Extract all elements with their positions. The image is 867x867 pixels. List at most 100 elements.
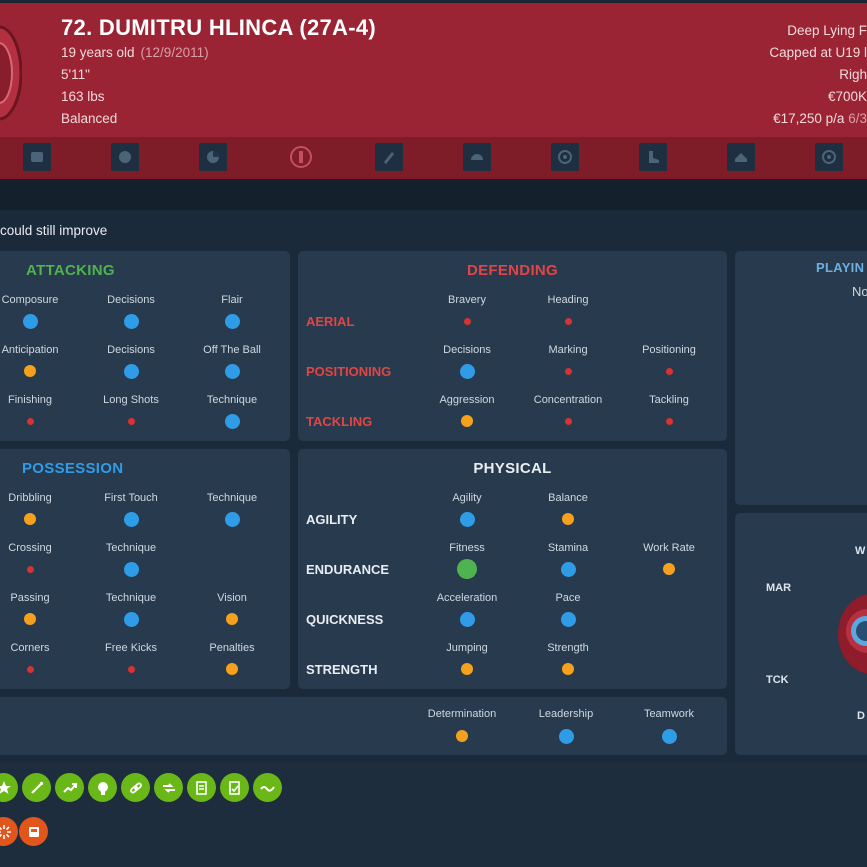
star-icon[interactable]: [0, 773, 18, 802]
player-header: 72. DUMITRU HLINCA (27A-4) 19 years old(…: [0, 0, 867, 137]
pencil-icon[interactable]: [375, 143, 403, 171]
attr-label-leadership: Leadership: [538, 708, 594, 720]
attr-rating-technique[interactable]: [123, 561, 139, 577]
attr-rating-composure[interactable]: [22, 313, 38, 329]
attr-rating-strength[interactable]: [562, 663, 574, 675]
attr-label-teamwork: Teamwork: [643, 708, 695, 720]
attr-rating-decisions[interactable]: [459, 363, 475, 379]
attr-rating-flair[interactable]: [224, 313, 240, 329]
attr-rating-finishing[interactable]: [26, 417, 34, 425]
boot-icon[interactable]: [639, 143, 667, 171]
attr-rating-stamina[interactable]: [560, 561, 576, 577]
attr-rating-heading[interactable]: [564, 317, 572, 325]
wave-icon[interactable]: [253, 773, 282, 802]
attr-label-pace: Pace: [555, 592, 581, 604]
player-name: 72. DUMITRU HLINCA (27A-4): [61, 15, 377, 40]
attr-rating-free-kicks[interactable]: [127, 665, 135, 673]
target-icon[interactable]: [815, 143, 843, 171]
playing-subtitle: No: [852, 284, 867, 299]
attr-label-finishing: Finishing: [7, 394, 53, 406]
attr-rating-jumping[interactable]: [461, 663, 473, 675]
attr-rating-dribbling[interactable]: [24, 513, 36, 525]
radar-panel: W MAR TCK D: [735, 513, 867, 755]
attr-label-flair: Flair: [221, 294, 243, 306]
attr-label-strength: Strength: [547, 642, 589, 654]
wand-icon[interactable]: [22, 773, 51, 802]
attr-rating-corners[interactable]: [26, 665, 34, 673]
cap-icon[interactable]: [727, 143, 755, 171]
attr-rating-anticipation[interactable]: [24, 365, 36, 377]
attr-label-passing: Passing: [10, 592, 50, 604]
burst-icon[interactable]: [0, 817, 18, 846]
attr-rating-teamwork[interactable]: [661, 728, 677, 744]
attr-rating-technique[interactable]: [224, 413, 240, 429]
trend-up-icon[interactable]: [55, 773, 84, 802]
attr-label-marking: Marking: [548, 344, 588, 356]
attr-rating-long-shots[interactable]: [127, 417, 135, 425]
attr-rating-aggression[interactable]: [461, 415, 473, 427]
attr-rating-agility[interactable]: [459, 511, 475, 527]
pie-chart-icon[interactable]: [199, 143, 227, 171]
ball-icon[interactable]: [111, 143, 139, 171]
attr-rating-passing[interactable]: [24, 613, 36, 625]
attr-label-positioning: Positioning: [642, 344, 696, 356]
attr-rating-leadership[interactable]: [558, 728, 574, 744]
exchange-icon[interactable]: [154, 773, 183, 802]
attr-rating-penalties[interactable]: [226, 663, 238, 675]
attr-rating-fitness[interactable]: [457, 559, 477, 579]
attr-rating-tackling[interactable]: [665, 417, 673, 425]
attr-rating-first-touch[interactable]: [123, 511, 139, 527]
card-icon[interactable]: [19, 817, 48, 846]
report-check-icon[interactable]: [220, 773, 249, 802]
badge-icon[interactable]: [287, 143, 315, 171]
attacking-title: ATTACKING: [26, 262, 115, 279]
sub-header-band: [0, 179, 867, 210]
compass-icon[interactable]: [551, 143, 579, 171]
player-height: 5'11": [61, 67, 90, 82]
profile-tab-bar: [0, 137, 867, 179]
attr-label-technique: Technique: [105, 592, 157, 604]
attr-rating-crossing[interactable]: [26, 565, 34, 573]
attr-rating-concentration[interactable]: [564, 417, 572, 425]
attr-label-technique: Technique: [206, 394, 258, 406]
improvement-note: could still improve: [0, 223, 108, 238]
traits-bar: [0, 762, 867, 867]
attr-rating-pace[interactable]: [560, 611, 576, 627]
attr-rating-technique[interactable]: [224, 511, 240, 527]
attr-label-corners: Corners: [10, 642, 50, 654]
attr-label-work-rate: Work Rate: [643, 542, 695, 554]
attr-rating-work-rate[interactable]: [663, 563, 675, 575]
attr-rating-decisions[interactable]: [123, 313, 139, 329]
attr-label-heading: Heading: [547, 294, 589, 306]
attr-rating-marking[interactable]: [564, 367, 572, 375]
club-crest-icon: [0, 25, 22, 121]
radar-label-bottom: D: [857, 710, 865, 722]
attr-rating-decisions[interactable]: [123, 363, 139, 379]
radar-label-mar: MAR: [766, 582, 792, 594]
shirt-icon[interactable]: [23, 143, 51, 171]
attr-label-first-touch: First Touch: [104, 492, 158, 504]
attr-rating-determination[interactable]: [456, 730, 468, 742]
attr-label-agility: Agility: [452, 492, 482, 504]
head-icon[interactable]: [88, 773, 117, 802]
attr-rating-balance[interactable]: [562, 513, 574, 525]
attr-label-dribbling: Dribbling: [8, 492, 52, 504]
attr-rating-technique[interactable]: [123, 611, 139, 627]
attr-label-technique: Technique: [105, 542, 157, 554]
attr-label-composure: Composure: [1, 294, 59, 306]
attr-rating-positioning[interactable]: [665, 367, 673, 375]
attr-label-acceleration: Acceleration: [436, 592, 498, 604]
attr-label-decisions: Decisions: [107, 294, 155, 306]
player-value: €700K: [827, 89, 867, 104]
attr-label-decisions: Decisions: [107, 344, 155, 356]
attr-label-crossing: Crossing: [8, 542, 52, 554]
chain-icon[interactable]: [121, 773, 150, 802]
report-icon[interactable]: [187, 773, 216, 802]
attr-rating-bravery[interactable]: [463, 317, 471, 325]
attr-rating-off-the-ball[interactable]: [224, 363, 240, 379]
attr-rating-vision[interactable]: [226, 613, 238, 625]
attr-rating-acceleration[interactable]: [459, 611, 475, 627]
attr-label-jumping: Jumping: [446, 642, 488, 654]
helmet-icon[interactable]: [463, 143, 491, 171]
attr-label-decisions: Decisions: [443, 344, 491, 356]
